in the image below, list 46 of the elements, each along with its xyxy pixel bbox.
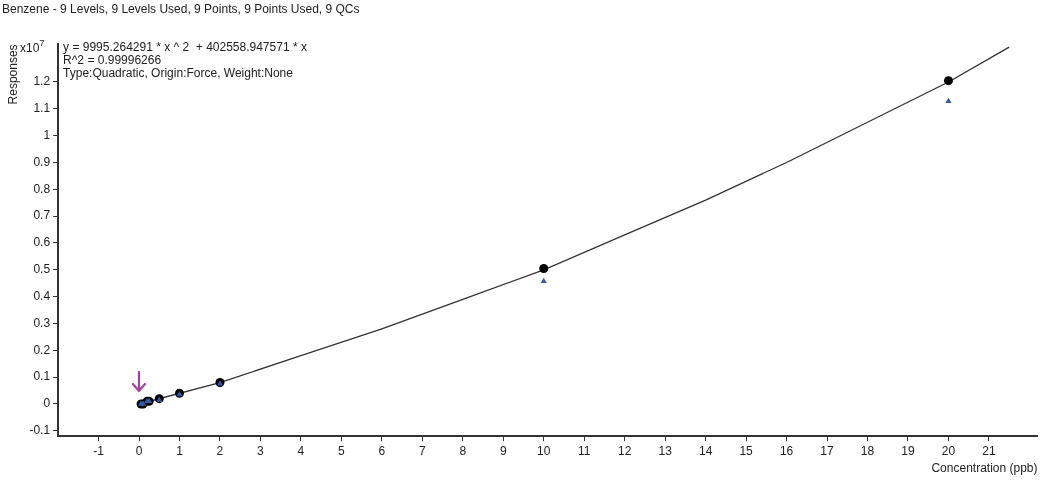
y-tick-label: 0.6 <box>33 235 51 250</box>
y-tick-label: 1.2 <box>33 74 51 89</box>
y-tick-label: -0.1 <box>29 423 51 438</box>
x-tick-label: 1 <box>176 443 184 458</box>
y-tick-label: 1.1 <box>33 101 51 116</box>
x-tick-label: 16 <box>779 443 794 458</box>
annotation: y = 9995.264291 * x ^ 2 + 402558.947571 * x <box>63 39 307 54</box>
x-tick-label: 4 <box>297 443 305 458</box>
point <box>943 76 953 86</box>
x-tick-label: 6 <box>378 443 386 458</box>
x-tick-label: 19 <box>901 443 915 458</box>
x-axis-title: Concentration (ppb) <box>931 461 1038 476</box>
x-tick-label: 9 <box>499 443 507 458</box>
point <box>539 263 549 273</box>
x-tick-label: 0 <box>135 443 143 458</box>
x-tick-label: 13 <box>658 443 673 458</box>
x-tick-label: 5 <box>338 443 346 458</box>
x-tick-label: 8 <box>459 443 467 458</box>
y-tick-label: 0.8 <box>33 181 51 196</box>
x-tick-label: 15 <box>739 443 754 458</box>
chart-title: Benzene - 9 Levels, 9 Levels Used, 9 Points, 9 Points Used, 9 QCs <box>2 1 360 16</box>
x-tick-label: 21 <box>982 443 996 458</box>
x-tick-label: 11 <box>577 443 591 458</box>
x-tick-label: 3 <box>257 443 265 458</box>
y-axis-title: Responses <box>5 44 20 105</box>
x-tick-label: 7 <box>418 443 426 458</box>
y-tick-label: 0.9 <box>33 154 51 169</box>
y-tick-label: 0.1 <box>33 369 51 384</box>
x-tick-label: 14 <box>698 443 713 458</box>
x-tick-label: 17 <box>820 443 835 458</box>
x-tick-label: 2 <box>216 443 224 458</box>
x-tick-label: 12 <box>618 443 632 458</box>
x-tick-label: -1 <box>93 443 105 458</box>
y-tick-label: 0.7 <box>33 208 51 223</box>
x-tick-label: 18 <box>860 443 875 458</box>
y-tick-label: 0.4 <box>33 288 51 303</box>
y-tick-label: 1 <box>43 127 51 142</box>
y-tick-label: 0.5 <box>33 262 51 277</box>
y-tick-label: 0.2 <box>33 342 51 357</box>
point <box>540 277 547 284</box>
x-tick-label: 20 <box>941 443 956 458</box>
x-tick-label: 10 <box>537 443 551 458</box>
point <box>945 97 952 104</box>
y-tick-label: 0.3 <box>33 315 51 330</box>
y-tick-label: 0 <box>43 396 51 411</box>
annotation: Type:Quadratic, Origin:Force, Weight:None <box>63 65 294 80</box>
